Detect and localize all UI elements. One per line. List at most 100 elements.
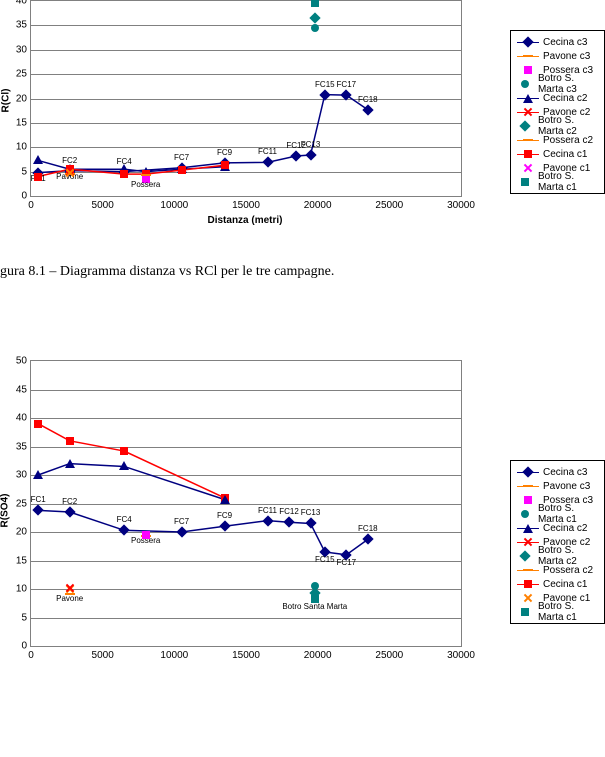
xtick: 15000: [232, 646, 260, 661]
xtick: 25000: [375, 196, 403, 211]
xtick: 0: [28, 646, 34, 661]
chart-2-legend: Cecina c3Pavone c3 Possera c3 Botro S. M…: [510, 460, 605, 624]
data-point: [33, 466, 43, 484]
legend-label: Possera c2: [543, 565, 593, 576]
point-label: Possera: [131, 180, 160, 189]
legend-item: Possera c2: [517, 563, 598, 577]
chart-2-ylabel: R(SO4): [0, 494, 10, 528]
ytick: 45: [16, 384, 31, 395]
point-label: FC12: [279, 507, 299, 516]
chart-1-plot: 0510152025303540050001000015000200002500…: [0, 0, 485, 230]
data-point: [178, 161, 186, 179]
ytick: 40: [16, 0, 31, 7]
data-point: [120, 165, 128, 183]
legend-item: Cecina c3: [517, 465, 598, 479]
point-label: FC17: [337, 558, 357, 567]
ytick: 15: [16, 117, 31, 128]
ytick: 35: [16, 441, 31, 452]
legend-item: Botro S. Marta c3: [517, 77, 598, 91]
point-label: FC17: [337, 80, 357, 89]
legend-label: Possera c2: [543, 135, 593, 146]
ytick: 10: [16, 584, 31, 595]
ytick: 25: [16, 69, 31, 80]
legend-item: Pavone c3: [517, 479, 598, 493]
data-point: [221, 156, 229, 174]
xtick: 5000: [92, 196, 114, 211]
legend-item: Botro S. Marta c2: [517, 119, 598, 133]
legend-label: Pavone c3: [543, 481, 590, 492]
point-label: FC2: [62, 497, 77, 506]
xtick: 15000: [232, 196, 260, 211]
ytick: 25: [16, 498, 31, 509]
data-point: [66, 432, 74, 450]
point-label: FC15: [315, 80, 335, 89]
data-point: [141, 163, 151, 181]
point-label: FC4: [117, 515, 132, 524]
ytick: 20: [16, 527, 31, 538]
ytick: 20: [16, 93, 31, 104]
ytick: 15: [16, 555, 31, 566]
legend-label: Cecina c3: [543, 467, 587, 478]
legend-label: Cecina c1: [543, 579, 587, 590]
legend-label: Cecina c1: [543, 149, 587, 160]
chart-2-plot: 0510152025303540455005000100001500020000…: [0, 350, 485, 660]
ytick: 5: [21, 612, 31, 623]
xtick: 10000: [160, 196, 188, 211]
point-label: FC11: [258, 506, 277, 515]
ytick: 5: [21, 166, 31, 177]
point-label: Pavone: [56, 594, 83, 603]
chart-2: 0510152025303540455005000100001500020000…: [0, 350, 605, 680]
xtick: 30000: [447, 196, 475, 211]
legend-item: Cecina c2: [517, 521, 598, 535]
legend-item: Cecina c2: [517, 91, 598, 105]
point-label: FC7: [174, 517, 189, 526]
data-point: [142, 526, 150, 544]
data-point: [119, 457, 129, 475]
ytick: 30: [16, 44, 31, 55]
data-point: [66, 164, 74, 182]
chart-1: 0510152025303540050001000015000200002500…: [0, 0, 605, 250]
data-point: [34, 415, 42, 433]
ytick: 40: [16, 413, 31, 424]
xtick: 0: [28, 196, 34, 211]
point-label: FC13: [301, 509, 321, 518]
legend-label: Pavone c3: [543, 51, 590, 62]
data-point: [65, 455, 75, 473]
xtick: 5000: [92, 646, 114, 661]
legend-item: Botro S. Marta c1: [517, 605, 598, 619]
figure-caption-1: gura 8.1 – Diagramma distanza vs RCl per…: [0, 264, 605, 280]
data-point: [311, 19, 319, 37]
point-label: FC1: [31, 496, 46, 505]
legend-item: Botro S. Marta c1: [517, 507, 598, 521]
data-point: [34, 168, 42, 186]
data-point: [220, 491, 230, 509]
point-label: FC9: [217, 511, 232, 520]
legend-label: Cecina c2: [543, 93, 587, 104]
point-label: FC15: [315, 555, 335, 564]
ytick: 50: [16, 356, 31, 367]
legend-item: Pavone c3: [517, 49, 598, 63]
xtick: 20000: [304, 196, 332, 211]
chart-1-legend: Cecina c3Pavone c3 Possera c3 Botro S. M…: [510, 30, 605, 194]
legend-label: Botro S. Marta c1: [538, 171, 598, 193]
legend-item: Cecina c1: [517, 147, 598, 161]
legend-label: Cecina c2: [543, 523, 587, 534]
legend-item: Possera c2: [517, 133, 598, 147]
xtick: 10000: [160, 646, 188, 661]
chart-1-xlabel: Distanza (metri): [207, 215, 282, 226]
ytick: 35: [16, 20, 31, 31]
ytick: 10: [16, 142, 31, 153]
legend-item: Botro S. Marta c2: [517, 549, 598, 563]
point-label: Botro Santa Marta: [282, 602, 347, 611]
xtick: 20000: [304, 646, 332, 661]
xtick: 30000: [447, 646, 475, 661]
legend-label: Botro S. Marta c1: [538, 601, 598, 623]
point-label: FC18: [358, 95, 378, 104]
xtick: 25000: [375, 646, 403, 661]
legend-item: Botro S. Marta c1: [517, 175, 598, 189]
legend-item: Cecina c1: [517, 577, 598, 591]
ytick: 30: [16, 470, 31, 481]
legend-item: Cecina c3: [517, 35, 598, 49]
point-label: FC13: [301, 140, 321, 149]
legend-label: Cecina c3: [543, 37, 587, 48]
